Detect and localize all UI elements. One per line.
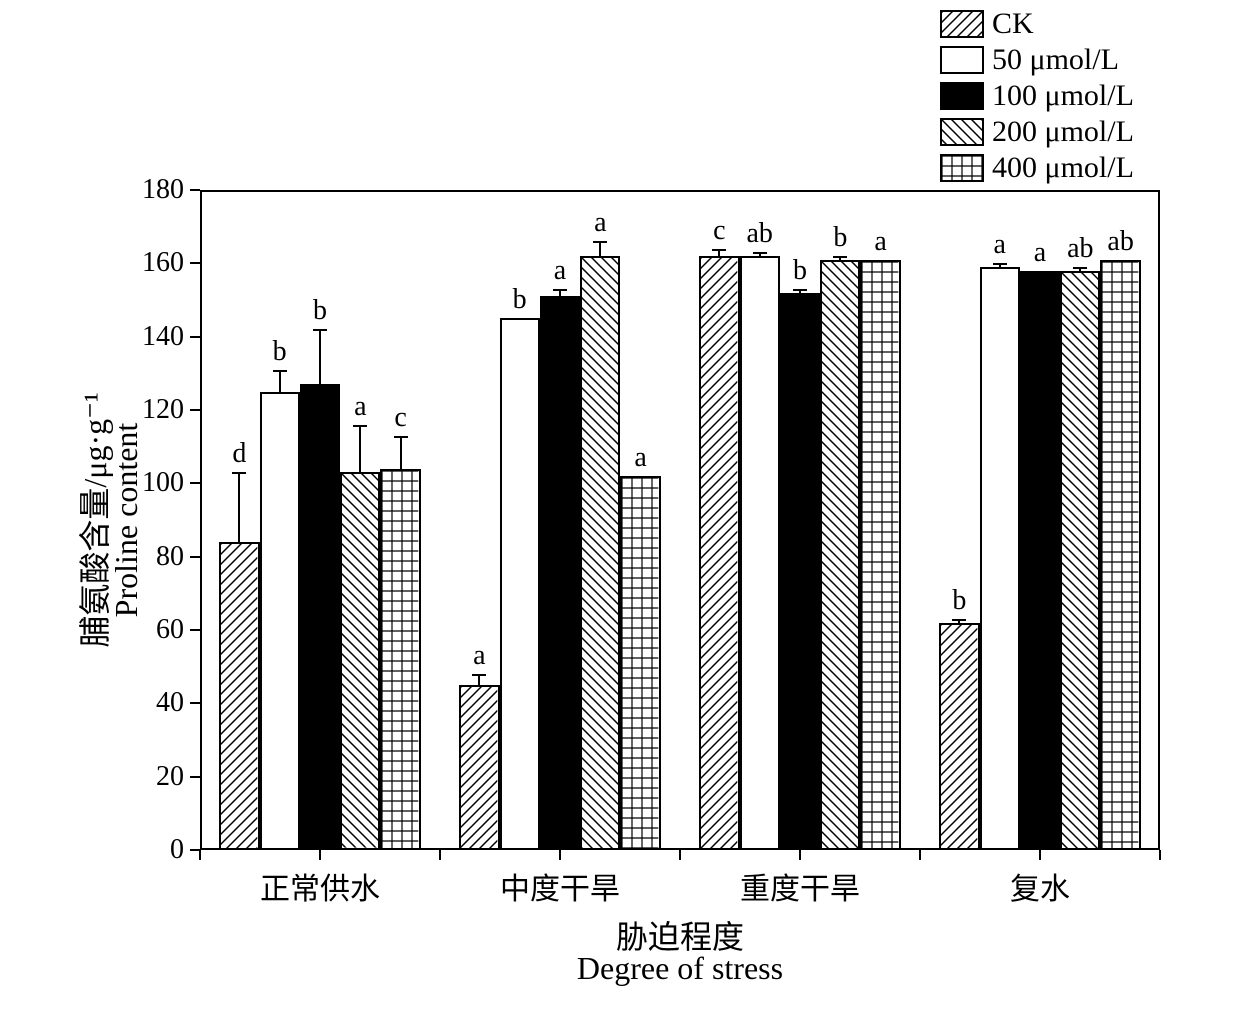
y-tick-label: 0 <box>120 834 184 866</box>
bar <box>300 384 340 850</box>
x-tick <box>799 850 801 860</box>
bar-sig-letter: a <box>612 442 668 474</box>
y-tick <box>190 409 200 411</box>
x-group-tick <box>199 850 201 860</box>
legend-label: 400 μmol/L <box>992 151 1134 185</box>
error-bar <box>260 370 300 392</box>
x-tick <box>319 850 321 860</box>
y-axis-right <box>1158 190 1160 850</box>
bar <box>1060 271 1100 850</box>
x-group-tick <box>439 850 441 860</box>
x-tick-label: 重度干旱 <box>710 864 890 908</box>
legend-swatch <box>940 154 984 182</box>
legend-item: 400 μmol/L <box>940 150 1134 186</box>
bar-sig-letter: a <box>572 207 628 239</box>
bar <box>780 293 820 850</box>
y-axis <box>200 190 202 850</box>
y-tick-label: 20 <box>120 761 184 793</box>
bar <box>980 267 1020 850</box>
error-bar <box>540 289 580 296</box>
bar <box>459 685 499 850</box>
bar <box>260 392 300 850</box>
y-tick <box>190 189 200 191</box>
error-bar <box>1060 267 1100 271</box>
bar <box>380 469 420 850</box>
bar <box>580 256 620 850</box>
error-bar <box>580 241 620 256</box>
x-axis-top <box>200 190 1160 192</box>
legend-label: 50 μmol/L <box>992 43 1119 77</box>
bar <box>740 256 780 850</box>
chart-container: 020406080100120140160180脯氨酸含量/μg·g⁻¹Prol… <box>0 0 1240 1036</box>
error-bar <box>939 619 979 623</box>
bar <box>939 623 979 850</box>
x-group-tick <box>1159 850 1161 860</box>
bar <box>540 296 580 850</box>
legend-item: 100 μmol/L <box>940 78 1134 114</box>
legend-item: CK <box>940 6 1134 42</box>
y-tick <box>190 262 200 264</box>
error-bar <box>380 436 420 469</box>
bar-sig-letter: ab <box>732 218 788 250</box>
y-tick <box>190 556 200 558</box>
x-group-tick <box>679 850 681 860</box>
legend-item: 200 μmol/L <box>940 114 1134 150</box>
legend-label: 100 μmol/L <box>992 79 1134 113</box>
error-bar <box>300 329 340 384</box>
x-tick-label: 复水 <box>950 864 1130 908</box>
error-bar <box>459 674 499 685</box>
legend-swatch <box>940 82 984 110</box>
bar <box>219 542 259 850</box>
legend-item: 50 μmol/L <box>940 42 1134 78</box>
bar <box>1020 271 1060 850</box>
bar <box>500 318 540 850</box>
bar-sig-letter: ab <box>1092 226 1148 258</box>
x-axis-label-en: Degree of stress <box>540 950 820 987</box>
bar-sig-letter: c <box>372 402 428 434</box>
bar <box>820 260 860 850</box>
y-tick-label: 180 <box>120 174 184 206</box>
bar <box>1100 260 1140 850</box>
bar <box>620 476 660 850</box>
x-tick-label: 正常供水 <box>230 864 410 908</box>
x-group-tick <box>919 850 921 860</box>
bar <box>340 472 380 850</box>
bar <box>699 256 739 850</box>
y-tick-label: 40 <box>120 687 184 719</box>
bar <box>860 260 900 850</box>
y-tick <box>190 482 200 484</box>
x-tick-label: 中度干旱 <box>470 864 650 908</box>
legend: CK50 μmol/L100 μmol/L200 μmol/L400 μmol/… <box>940 6 1134 186</box>
legend-label: 200 μmol/L <box>992 115 1134 149</box>
y-tick <box>190 776 200 778</box>
y-tick <box>190 702 200 704</box>
y-tick <box>190 629 200 631</box>
legend-swatch <box>940 10 984 38</box>
legend-swatch <box>940 118 984 146</box>
error-bar <box>219 472 259 542</box>
x-tick <box>559 850 561 860</box>
y-tick <box>190 336 200 338</box>
y-tick-label: 160 <box>120 247 184 279</box>
legend-label: CK <box>992 7 1034 41</box>
bar-sig-letter: a <box>852 226 908 258</box>
error-bar <box>780 289 820 293</box>
x-tick <box>1039 850 1041 860</box>
y-axis-label-en: Proline content <box>108 390 145 650</box>
legend-swatch <box>940 46 984 74</box>
bar-sig-letter: b <box>292 295 348 327</box>
y-tick-label: 140 <box>120 321 184 353</box>
